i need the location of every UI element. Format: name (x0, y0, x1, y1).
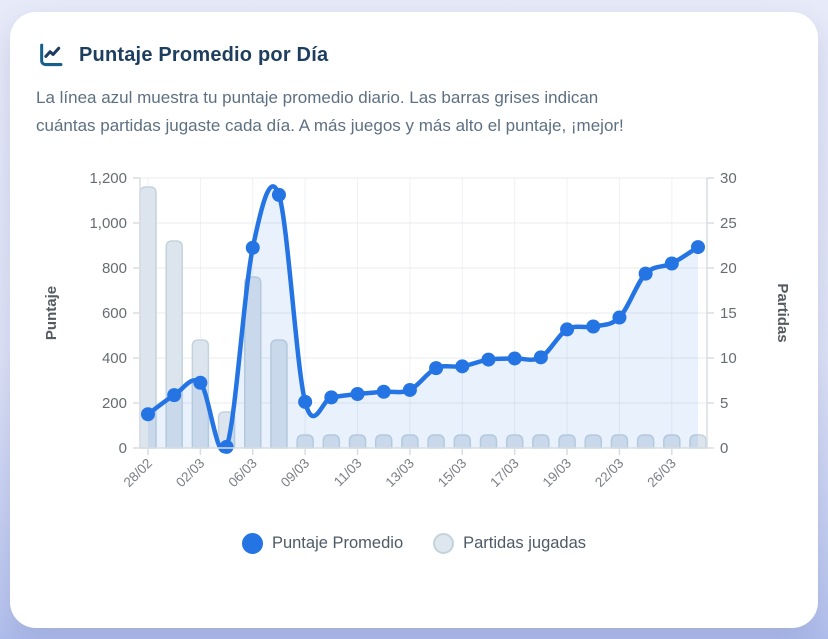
left-axis-tick-label: 400 (102, 350, 127, 367)
bar-partidas (427, 434, 445, 449)
bar-partidas (453, 434, 472, 449)
legend-item-partidas-jugadas[interactable]: Partidas jugadas (433, 533, 586, 554)
bar-partidas (244, 276, 262, 449)
x-axis-tick-label: 22/03 (592, 456, 627, 491)
bar-partidas (558, 434, 576, 449)
right-axis-tick-label: 10 (720, 350, 737, 367)
right-axis-title: Partidas (774, 283, 791, 342)
description-line-1: La línea azul muestra tu puntaje promedi… (36, 88, 599, 107)
data-point (429, 361, 444, 376)
x-axis-tick-label: 02/03 (173, 456, 208, 491)
right-axis-tick-label: 0 (720, 440, 728, 457)
card-header: Puntaje Promedio por Día (10, 12, 818, 69)
bar-partidas (584, 434, 602, 449)
x-axis-tick-label: 26/03 (644, 456, 679, 491)
x-axis-tick-label: 09/03 (278, 456, 313, 491)
data-point (481, 352, 496, 367)
bar-partidas (296, 434, 314, 449)
data-point (141, 407, 155, 422)
bar-partidas (348, 434, 367, 449)
bar-partidas (322, 434, 341, 449)
data-point (586, 319, 601, 334)
data-point (193, 375, 208, 390)
line-chart-icon (36, 41, 66, 69)
data-point (560, 322, 575, 337)
x-axis-tick-label: 17/03 (487, 456, 522, 491)
bar-partidas (191, 339, 210, 449)
legend-swatch (433, 533, 455, 554)
legend-label: Partidas jugadas (463, 534, 587, 552)
data-point (402, 382, 417, 397)
left-axis-tick-label: 1,200 (89, 170, 127, 187)
bar-partidas (610, 434, 629, 449)
bar-partidas (689, 434, 707, 449)
data-point (455, 359, 470, 374)
chart-canvas: 1,2001,000800600400200030252015105028/02… (43, 170, 791, 491)
bar-partidas (532, 434, 550, 449)
data-point (245, 240, 260, 255)
x-axis-tick-label: 15/03 (435, 456, 470, 491)
left-axis-tick-label: 800 (102, 260, 127, 277)
bar-partidas (663, 434, 681, 449)
bar-partidas (270, 339, 288, 449)
bar-partidas (401, 434, 419, 449)
data-point (664, 256, 679, 271)
right-axis-tick-label: 30 (720, 170, 737, 187)
data-point (167, 388, 182, 403)
right-axis-tick-label: 15 (720, 305, 737, 322)
legend-label: Puntaje Promedio (271, 534, 404, 552)
x-axis-tick-label: 19/03 (540, 456, 575, 491)
data-point (324, 390, 339, 405)
bar-partidas (479, 434, 498, 449)
chart-description: La línea azul muestra tu puntaje promedi… (10, 69, 818, 140)
data-point (376, 384, 391, 399)
chart-legend: Puntaje Promedio Partidas jugadas (10, 533, 818, 554)
chart: 1,200 1,000 800 600 400 200 0 30 25 20 15 10 5 0 28/02… (30, 158, 800, 524)
data-point (612, 310, 627, 325)
bar-partidas (505, 434, 524, 449)
left-axis-title: Puntaje (43, 286, 60, 340)
bar-partidas (636, 434, 655, 449)
data-point (691, 240, 705, 255)
bar-partidas (374, 434, 393, 449)
left-axis-tick-label: 0 (119, 440, 127, 457)
data-point (507, 351, 522, 366)
left-axis-tick-label: 200 (102, 395, 127, 412)
data-point (271, 187, 286, 202)
right-axis-tick-label: 20 (720, 260, 737, 277)
right-axis-tick-label: 25 (720, 215, 737, 232)
x-axis-tick-label: 28/02 (121, 456, 156, 491)
data-point (350, 387, 365, 401)
x-axis-tick-label: 13/03 (383, 456, 418, 491)
page-title: Puntaje Promedio por Día (79, 43, 329, 66)
stats-card: Puntaje Promedio por Día La línea azul m… (10, 12, 818, 628)
x-axis-tick-label: 06/03 (225, 456, 260, 491)
left-axis-tick-label: 600 (102, 305, 127, 322)
legend-item-puntaje-promedio[interactable]: Puntaje Promedio (241, 533, 404, 554)
description-line-2: cuántas partidas jugaste cada día. A más… (36, 116, 624, 135)
data-point (533, 350, 548, 365)
data-point (298, 394, 313, 409)
right-axis-tick-label: 5 (720, 395, 728, 412)
data-point (219, 439, 234, 454)
x-axis-tick-label: 11/03 (331, 456, 365, 490)
legend-swatch (241, 533, 263, 554)
left-axis-tick-label: 1,000 (89, 215, 127, 232)
data-point (638, 266, 653, 281)
